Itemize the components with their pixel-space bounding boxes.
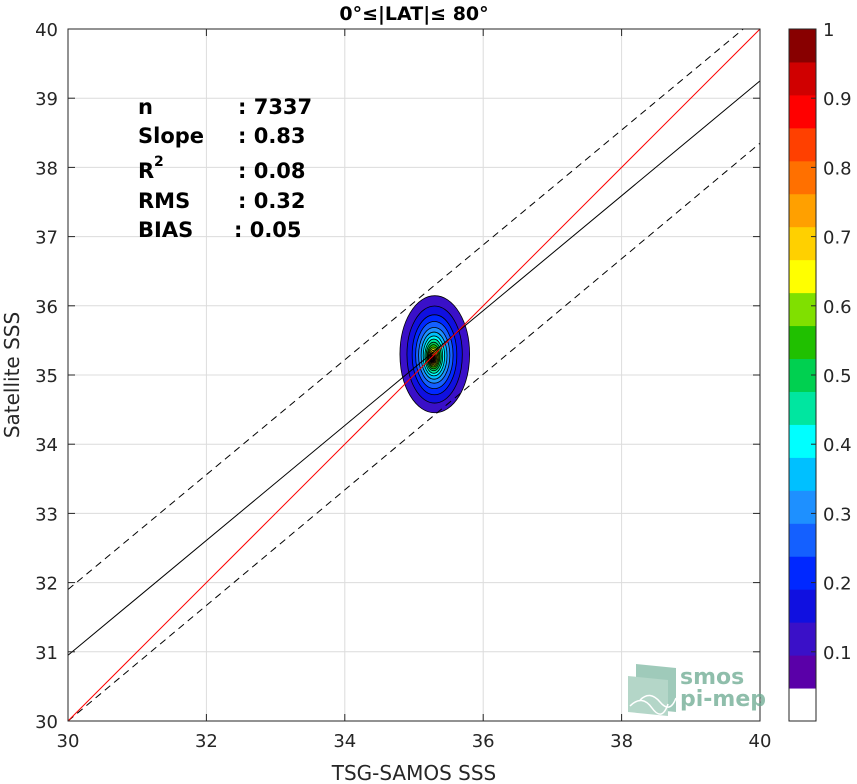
stat-r2-sup: 2 (154, 154, 164, 170)
colorbar-segment-19 (789, 61, 816, 96)
colorbar-segment-16 (789, 160, 816, 195)
smos-pimep-logo: smos pi-mep (628, 664, 766, 716)
x-tick-label-3: 36 (472, 731, 495, 752)
logo-text-line2: pi-mep (680, 687, 766, 712)
colorbar-label-9: 1 (823, 20, 834, 41)
colorbar-label-6: 0.7 (823, 228, 852, 249)
y-tick-label-8: 38 (35, 158, 58, 179)
y-tick-label-0: 30 (35, 712, 58, 733)
colorbar (789, 29, 816, 722)
lower-bound-line (68, 142, 760, 721)
colorbar-segment-0 (789, 688, 816, 722)
y-tick-label-6: 36 (35, 297, 58, 318)
stats-box: n : 7337 Slope : 0.83 R 2 : 0.08 RMS : 0… (138, 95, 312, 242)
colorbar-segment-6 (789, 490, 816, 524)
stat-slope-value: : 0.83 (238, 124, 306, 148)
colorbar-label-5: 0.6 (823, 297, 852, 318)
colorbar-segment-11 (789, 325, 816, 360)
y-tick-label-4: 34 (35, 435, 58, 456)
chart-title: 0°≤|LAT|≤ 80° (339, 3, 488, 25)
stat-n-label: n (138, 95, 153, 119)
colorbar-segment-8 (789, 424, 816, 458)
x-tick-label-0: 30 (57, 731, 80, 752)
regression-line (68, 80, 760, 656)
y-tick-label-10: 40 (35, 20, 58, 41)
colorbar-labels: 0.1 0.2 0.3 0.4 0.5 0.6 0.7 0.8 0.9 1 (811, 20, 852, 664)
stat-bias-label: BIAS (138, 218, 193, 242)
y-tick-label-7: 37 (35, 228, 58, 249)
x-tick-label-1: 32 (195, 731, 218, 752)
colorbar-label-4: 0.5 (823, 366, 852, 387)
stat-rms-label: RMS (138, 189, 190, 213)
colorbar-segment-15 (789, 193, 816, 228)
colorbar-label-2: 0.3 (823, 504, 852, 525)
y-tick-label-1: 31 (35, 643, 58, 664)
colorbar-segment-9 (789, 391, 816, 425)
stat-slope-label: Slope (138, 124, 204, 148)
colorbar-segment-12 (789, 292, 816, 327)
colorbar-segment-4 (789, 556, 816, 590)
colorbar-segment-5 (789, 523, 816, 557)
x-axis-title: TSG-SAMOS SSS (331, 761, 497, 784)
colorbar-label-1: 0.2 (823, 574, 852, 595)
colorbar-label-0: 0.1 (823, 643, 852, 664)
y-tick-label-3: 33 (35, 504, 58, 525)
stat-bias-value: : 0.05 (234, 218, 302, 242)
colorbar-segment-20 (789, 29, 816, 63)
stat-rms-value: : 0.32 (238, 189, 306, 213)
stat-r2-value: : 0.08 (238, 159, 306, 183)
upper-bound-line (68, 29, 745, 590)
y-tick-label-5: 35 (35, 366, 58, 387)
grid (68, 29, 760, 721)
colorbar-segment-14 (789, 226, 816, 261)
one-to-one-line (68, 29, 760, 721)
colorbar-label-8: 0.9 (823, 89, 852, 110)
logo-text-line1: smos (680, 665, 744, 690)
colorbar-label-3: 0.4 (823, 435, 852, 456)
colorbar-segment-18 (789, 94, 816, 129)
colorbar-segment-2 (789, 622, 816, 656)
contour-level-18 (431, 357, 434, 362)
stat-r2-label: R (138, 159, 154, 183)
x-tick-label-2: 34 (333, 731, 356, 752)
y-axis-title: Satellite SSS (0, 312, 24, 438)
ticks: 30 32 34 36 38 40 30 31 32 33 34 35 36 37 38 39 40 (35, 20, 771, 752)
reference-lines (68, 29, 760, 721)
logo-graphic-icon (628, 664, 677, 716)
x-tick-label-4: 38 (610, 731, 633, 752)
colorbar-segment-13 (789, 259, 816, 294)
x-tick-label-5: 40 (749, 731, 772, 752)
colorbar-segment-3 (789, 589, 816, 623)
colorbar-segment-1 (789, 655, 816, 689)
colorbar-segment-7 (789, 457, 816, 491)
y-tick-label-9: 39 (35, 89, 58, 110)
stat-n-value: : 7337 (238, 95, 312, 119)
colorbar-segment-17 (789, 127, 816, 162)
y-tick-label-2: 32 (35, 574, 58, 595)
colorbar-label-7: 0.8 (823, 158, 852, 179)
